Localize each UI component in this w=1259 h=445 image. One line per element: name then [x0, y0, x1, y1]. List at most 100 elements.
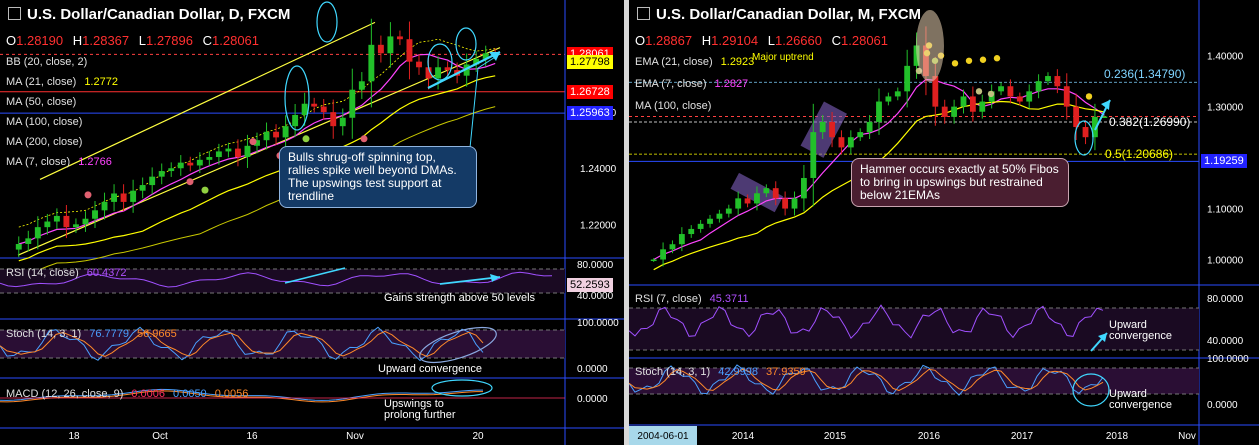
- stoch-d-line: [629, 368, 1104, 392]
- stoch-tick-label: 100.0000: [1207, 354, 1249, 365]
- fractal-dot: [987, 90, 995, 98]
- daily-candle-body: [444, 67, 451, 71]
- monthly-candle-body: [1063, 86, 1070, 107]
- monthly-candle-body: [669, 244, 676, 250]
- fractal-dot: [951, 60, 959, 67]
- ohlc-readout: O1.28867 H1.29104 L1.26660 C1.28061: [635, 33, 894, 48]
- monthly-candle-body: [951, 106, 958, 117]
- time-tick-label: 2016: [918, 431, 941, 442]
- stoch-note: Upward convergence: [378, 363, 482, 375]
- daily-chart-panel[interactable]: 1.260001.240001.2200080.000040.0000100.0…: [0, 0, 624, 445]
- upswing-arrow-head: [489, 52, 500, 61]
- indicator-name: MA (100, close): [635, 100, 712, 112]
- monthly-candle-body: [866, 121, 873, 133]
- stoch-note: Upward convergence: [1109, 388, 1172, 411]
- indicator-label: MA (100, close): [6, 116, 82, 128]
- stoch-d-value: 37.9359: [765, 366, 806, 378]
- macd-label: MACD (12, 26, close, 9) 0.0006 0.0050 0.005…: [6, 388, 249, 400]
- daily-candle-body: [234, 148, 241, 158]
- monthly-candle-body: [904, 65, 911, 92]
- daily-candle-body: [63, 215, 70, 228]
- daily-candle-body: [15, 243, 22, 250]
- monthly-candle-body: [876, 101, 882, 122]
- daily-candle-body: [416, 61, 422, 68]
- indicator-name: MA (7, close): [6, 156, 71, 168]
- stoch-k-value: 42.9998: [718, 366, 758, 378]
- fib-label: 0.236(1.34790): [1104, 67, 1185, 81]
- monthly-candle-body: [885, 96, 892, 102]
- collapse-icon[interactable]: [8, 7, 21, 20]
- daily-candle-body: [311, 103, 318, 107]
- stoch-k-line: [0, 326, 484, 362]
- highlight-ellipse: [284, 65, 310, 131]
- monthly-chart-canvas[interactable]: 1.400001.300001.200001.100001.000000.236…: [629, 0, 1259, 445]
- time-tick-label: 2018: [1106, 431, 1129, 442]
- monthly-candle-body: [857, 132, 864, 138]
- indicator-name: MA (100, close): [6, 116, 83, 128]
- daily-candle-body: [482, 53, 489, 59]
- daily-candle-body: [320, 106, 327, 113]
- close-value: 1.28061: [212, 33, 260, 48]
- indicator-name: EMA (21, close): [635, 56, 713, 68]
- stoch-d-line: [0, 330, 484, 358]
- monthly-candle-body: [979, 101, 986, 112]
- monthly-candle-body: [772, 188, 779, 199]
- monthly-candle-body: [735, 198, 742, 209]
- price-tag: 1.19259: [1201, 154, 1247, 169]
- fractal-dot: [302, 135, 310, 143]
- daily-chart-canvas[interactable]: 1.260001.240001.2200080.000040.0000100.0…: [0, 0, 624, 445]
- indicator-label: EMA (7, close) 1.2827: [635, 78, 748, 90]
- stoch-highlight-ellipse: [1072, 373, 1110, 407]
- major-uptrend-note: Major uptrend: [752, 52, 814, 63]
- monthly-candle-body: [791, 198, 798, 209]
- time-tick-label: 18: [68, 431, 80, 442]
- fractal-dot: [186, 178, 194, 186]
- callout-pointer: [469, 53, 501, 149]
- resistance-trendline: [39, 21, 376, 181]
- fractal-dot: [975, 88, 983, 95]
- stoch-label: Stoch (14, 3, 1) 42.9998 37.9359: [635, 366, 806, 378]
- low-value: 1.26660: [775, 33, 822, 48]
- indicator-value: 1.2766: [78, 156, 112, 168]
- time-tick-label: Oct: [152, 431, 168, 442]
- rsi-value: 60.4372: [86, 267, 127, 279]
- indicator-name: EMA (7, close): [635, 78, 707, 90]
- daily-candle-body: [101, 201, 108, 211]
- indicator-name: MA (21, close): [6, 76, 77, 88]
- daily-candle-body: [25, 238, 32, 244]
- daily-candle-body: [387, 36, 394, 54]
- panel-divider[interactable]: [624, 0, 629, 445]
- daily-candle-body: [168, 168, 175, 172]
- monthly-candle-body: [838, 137, 845, 148]
- indicator-label: MA (100, close): [635, 100, 711, 112]
- monthly-candle-body: [800, 177, 807, 199]
- daily-candle-body: [34, 227, 41, 239]
- rsi-value: 45.3711: [709, 293, 749, 305]
- monthly-candle-body: [707, 218, 713, 224]
- close-value: 1.28061: [841, 33, 889, 48]
- rsi-tick-label: 40.0000: [577, 291, 614, 302]
- price-tag: 1.27798: [567, 54, 613, 69]
- fib-label: 0.382(1.26990): [1109, 115, 1190, 129]
- monthly-candle-body: [932, 76, 939, 107]
- time-tick-label: 2014: [732, 431, 755, 442]
- daily-candle-body: [282, 126, 289, 138]
- monthly-candle-body: [1092, 116, 1098, 138]
- ma21-line: [18, 75, 496, 262]
- ohlc-readout: O1.28190 H1.28367 L1.27896 C1.28061: [6, 33, 265, 48]
- highlight-ellipse: [455, 27, 477, 61]
- time-tick-label: 20: [472, 431, 484, 442]
- fractal-dot: [201, 186, 209, 194]
- monthly-candle-body: [960, 96, 967, 107]
- collapse-icon[interactable]: [637, 7, 650, 20]
- monthly-candle-body: [754, 193, 760, 204]
- daily-candle-body: [215, 151, 222, 158]
- fractal-dot: [249, 138, 257, 146]
- stoch-d-value: 56.9665: [136, 328, 177, 340]
- close-label: C: [831, 33, 842, 48]
- rsi-arrow: [284, 267, 346, 284]
- monthly-chart-panel[interactable]: 1.400001.300001.200001.100001.000000.236…: [629, 0, 1259, 445]
- monthly-candle-body: [725, 208, 732, 214]
- monthly-analysis-callout: Hammer occurs exactly at 50% Fibos to br…: [851, 158, 1069, 207]
- rsi-arrow-head: [1098, 333, 1107, 342]
